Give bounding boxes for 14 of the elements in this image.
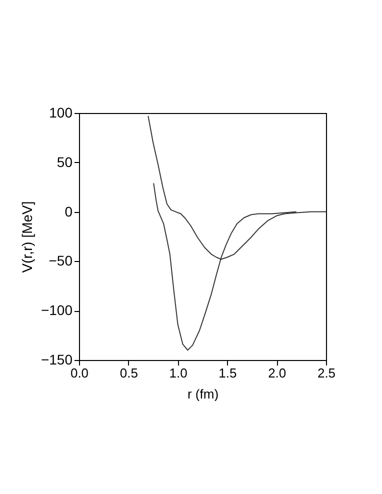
- y-tick-label: −150: [40, 352, 73, 368]
- x-tick-label: 0.0: [70, 366, 89, 380]
- y-tick-label: −100: [40, 302, 73, 318]
- x-tick-label: 0.5: [120, 366, 138, 380]
- x-tick-label: 1.5: [218, 366, 237, 380]
- x-tick-label: 2.5: [317, 366, 336, 380]
- y-axis-title: V(r,r) [MeV]: [18, 201, 35, 273]
- x-axis-title: r (fm): [187, 386, 219, 402]
- y-tick-label: 50: [56, 154, 73, 170]
- y-tick-label: −50: [48, 252, 73, 269]
- x-tick-label: 2.0: [268, 366, 286, 380]
- y-tick-label: 100: [49, 104, 73, 120]
- x-tick-label: 1.0: [169, 366, 188, 380]
- y-tick-label: 0: [64, 203, 73, 220]
